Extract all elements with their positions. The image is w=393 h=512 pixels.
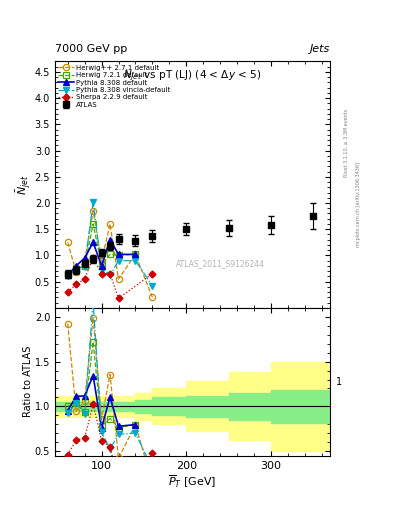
Herwig 7.2.1 default <box>82 263 87 269</box>
Herwig 7.2.1 default <box>74 265 79 271</box>
Line: Pythia 8.308 vincia-default: Pythia 8.308 vincia-default <box>64 199 156 289</box>
Pythia 8.308 vincia-default <box>82 264 87 270</box>
Pythia 8.308 default <box>133 251 138 258</box>
Herwig 7.2.1 default <box>116 252 121 259</box>
Line: Herwig 7.2.1 default: Herwig 7.2.1 default <box>64 221 139 277</box>
Sherpa 2.2.9 default <box>116 295 121 302</box>
Y-axis label: Ratio to ATLAS: Ratio to ATLAS <box>24 346 33 417</box>
Pythia 8.308 vincia-default <box>108 272 112 279</box>
Herwig++ 2.7.1 default <box>133 251 138 258</box>
Sherpa 2.2.9 default <box>91 255 95 261</box>
Herwig 7.2.1 default <box>91 221 95 227</box>
Herwig 7.2.1 default <box>65 271 70 277</box>
Herwig++ 2.7.1 default <box>65 239 70 245</box>
Sherpa 2.2.9 default <box>150 271 155 277</box>
Sherpa 2.2.9 default <box>74 281 79 287</box>
Legend: Herwig++ 2.7.1 default, Herwig 7.2.1 default, Pythia 8.308 default, Pythia 8.308: Herwig++ 2.7.1 default, Herwig 7.2.1 def… <box>57 63 172 109</box>
Pythia 8.308 default <box>82 255 87 261</box>
Pythia 8.308 vincia-default <box>99 265 104 271</box>
Sherpa 2.2.9 default <box>82 276 87 282</box>
Pythia 8.308 default <box>91 239 95 245</box>
Sherpa 2.2.9 default <box>108 271 112 277</box>
Herwig++ 2.7.1 default <box>99 258 104 264</box>
Pythia 8.308 vincia-default <box>133 258 138 264</box>
Text: $N_{jet}$ vs pT (LJ) (4 < $\Delta y$ < 5): $N_{jet}$ vs pT (LJ) (4 < $\Delta y$ < 5… <box>123 69 262 83</box>
Text: Rivet 3.1.10, ≥ 3.3M events: Rivet 3.1.10, ≥ 3.3M events <box>344 109 349 178</box>
Sherpa 2.2.9 default <box>65 289 70 295</box>
Herwig++ 2.7.1 default <box>74 269 79 275</box>
Text: mcplots.cern.ch [arXiv:1306.3436]: mcplots.cern.ch [arXiv:1306.3436] <box>356 162 361 247</box>
Text: 7000 GeV pp: 7000 GeV pp <box>55 44 127 54</box>
Pythia 8.308 default <box>74 263 79 269</box>
Pythia 8.308 default <box>99 263 104 269</box>
Herwig++ 2.7.1 default <box>150 294 155 301</box>
Pythia 8.308 vincia-default <box>74 265 79 271</box>
Pythia 8.308 default <box>108 237 112 243</box>
Line: Herwig++ 2.7.1 default: Herwig++ 2.7.1 default <box>64 208 156 301</box>
Pythia 8.308 vincia-default <box>116 258 121 264</box>
Herwig++ 2.7.1 default <box>82 258 87 264</box>
Line: Pythia 8.308 default: Pythia 8.308 default <box>64 237 139 279</box>
Pythia 8.308 vincia-default <box>150 283 155 289</box>
Herwig 7.2.1 default <box>108 251 112 258</box>
Herwig 7.2.1 default <box>99 262 104 268</box>
Y-axis label: $\bar{N}_{jet}$: $\bar{N}_{jet}$ <box>15 174 33 195</box>
Herwig++ 2.7.1 default <box>91 208 95 214</box>
Sherpa 2.2.9 default <box>99 271 104 277</box>
X-axis label: $\overline{P}_T$ [GeV]: $\overline{P}_T$ [GeV] <box>169 473 217 490</box>
Pythia 8.308 default <box>65 272 70 279</box>
Text: 1: 1 <box>336 377 342 387</box>
Text: ATLAS_2011_S9126244: ATLAS_2011_S9126244 <box>176 259 264 268</box>
Text: Jets: Jets <box>310 44 330 54</box>
Herwig++ 2.7.1 default <box>116 276 121 282</box>
Herwig++ 2.7.1 default <box>108 221 112 227</box>
Pythia 8.308 vincia-default <box>91 199 95 205</box>
Pythia 8.308 vincia-default <box>65 273 70 280</box>
Herwig 7.2.1 default <box>133 251 138 258</box>
Line: Sherpa 2.2.9 default: Sherpa 2.2.9 default <box>65 255 155 301</box>
Pythia 8.308 default <box>116 251 121 258</box>
